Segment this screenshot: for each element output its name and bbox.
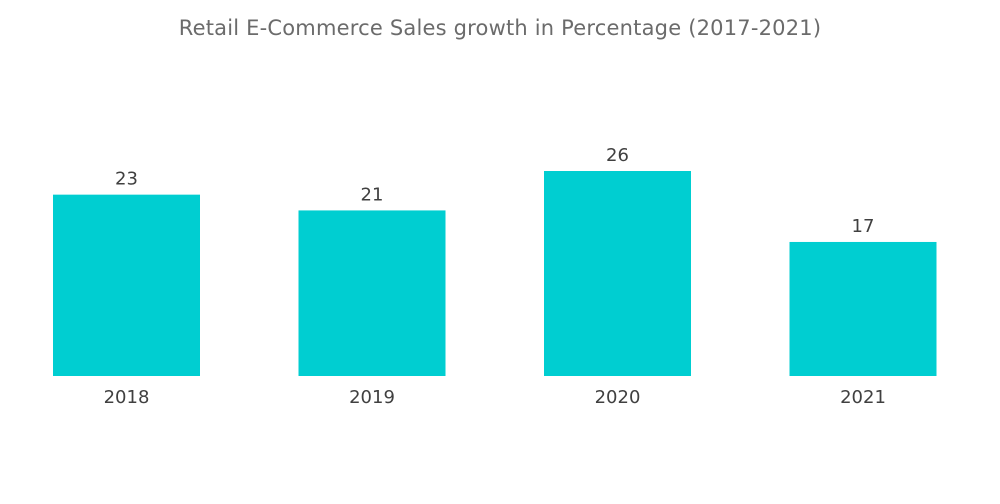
x-tick-label-2020: 2020 (595, 387, 641, 408)
value-labels-group: 23 21 26 17 (115, 145, 874, 237)
bar-2020 (544, 171, 691, 376)
data-label-2021: 17 (852, 216, 875, 237)
x-tick-labels-group: 2018 2019 2020 2021 (104, 387, 886, 408)
bar-2021 (789, 241, 937, 376)
bar-2018 (53, 194, 200, 376)
bars-group (53, 171, 937, 376)
data-label-2020: 26 (606, 145, 629, 166)
data-label-2019: 21 (361, 184, 384, 205)
x-tick-label-2019: 2019 (349, 387, 395, 408)
x-tick-label-2021: 2021 (840, 387, 886, 408)
bar-2019 (298, 210, 446, 376)
x-tick-label-2018: 2018 (104, 387, 150, 408)
chart-title: Retail E-Commerce Sales growth in Percen… (178, 16, 822, 40)
data-label-2018: 23 (115, 169, 138, 190)
